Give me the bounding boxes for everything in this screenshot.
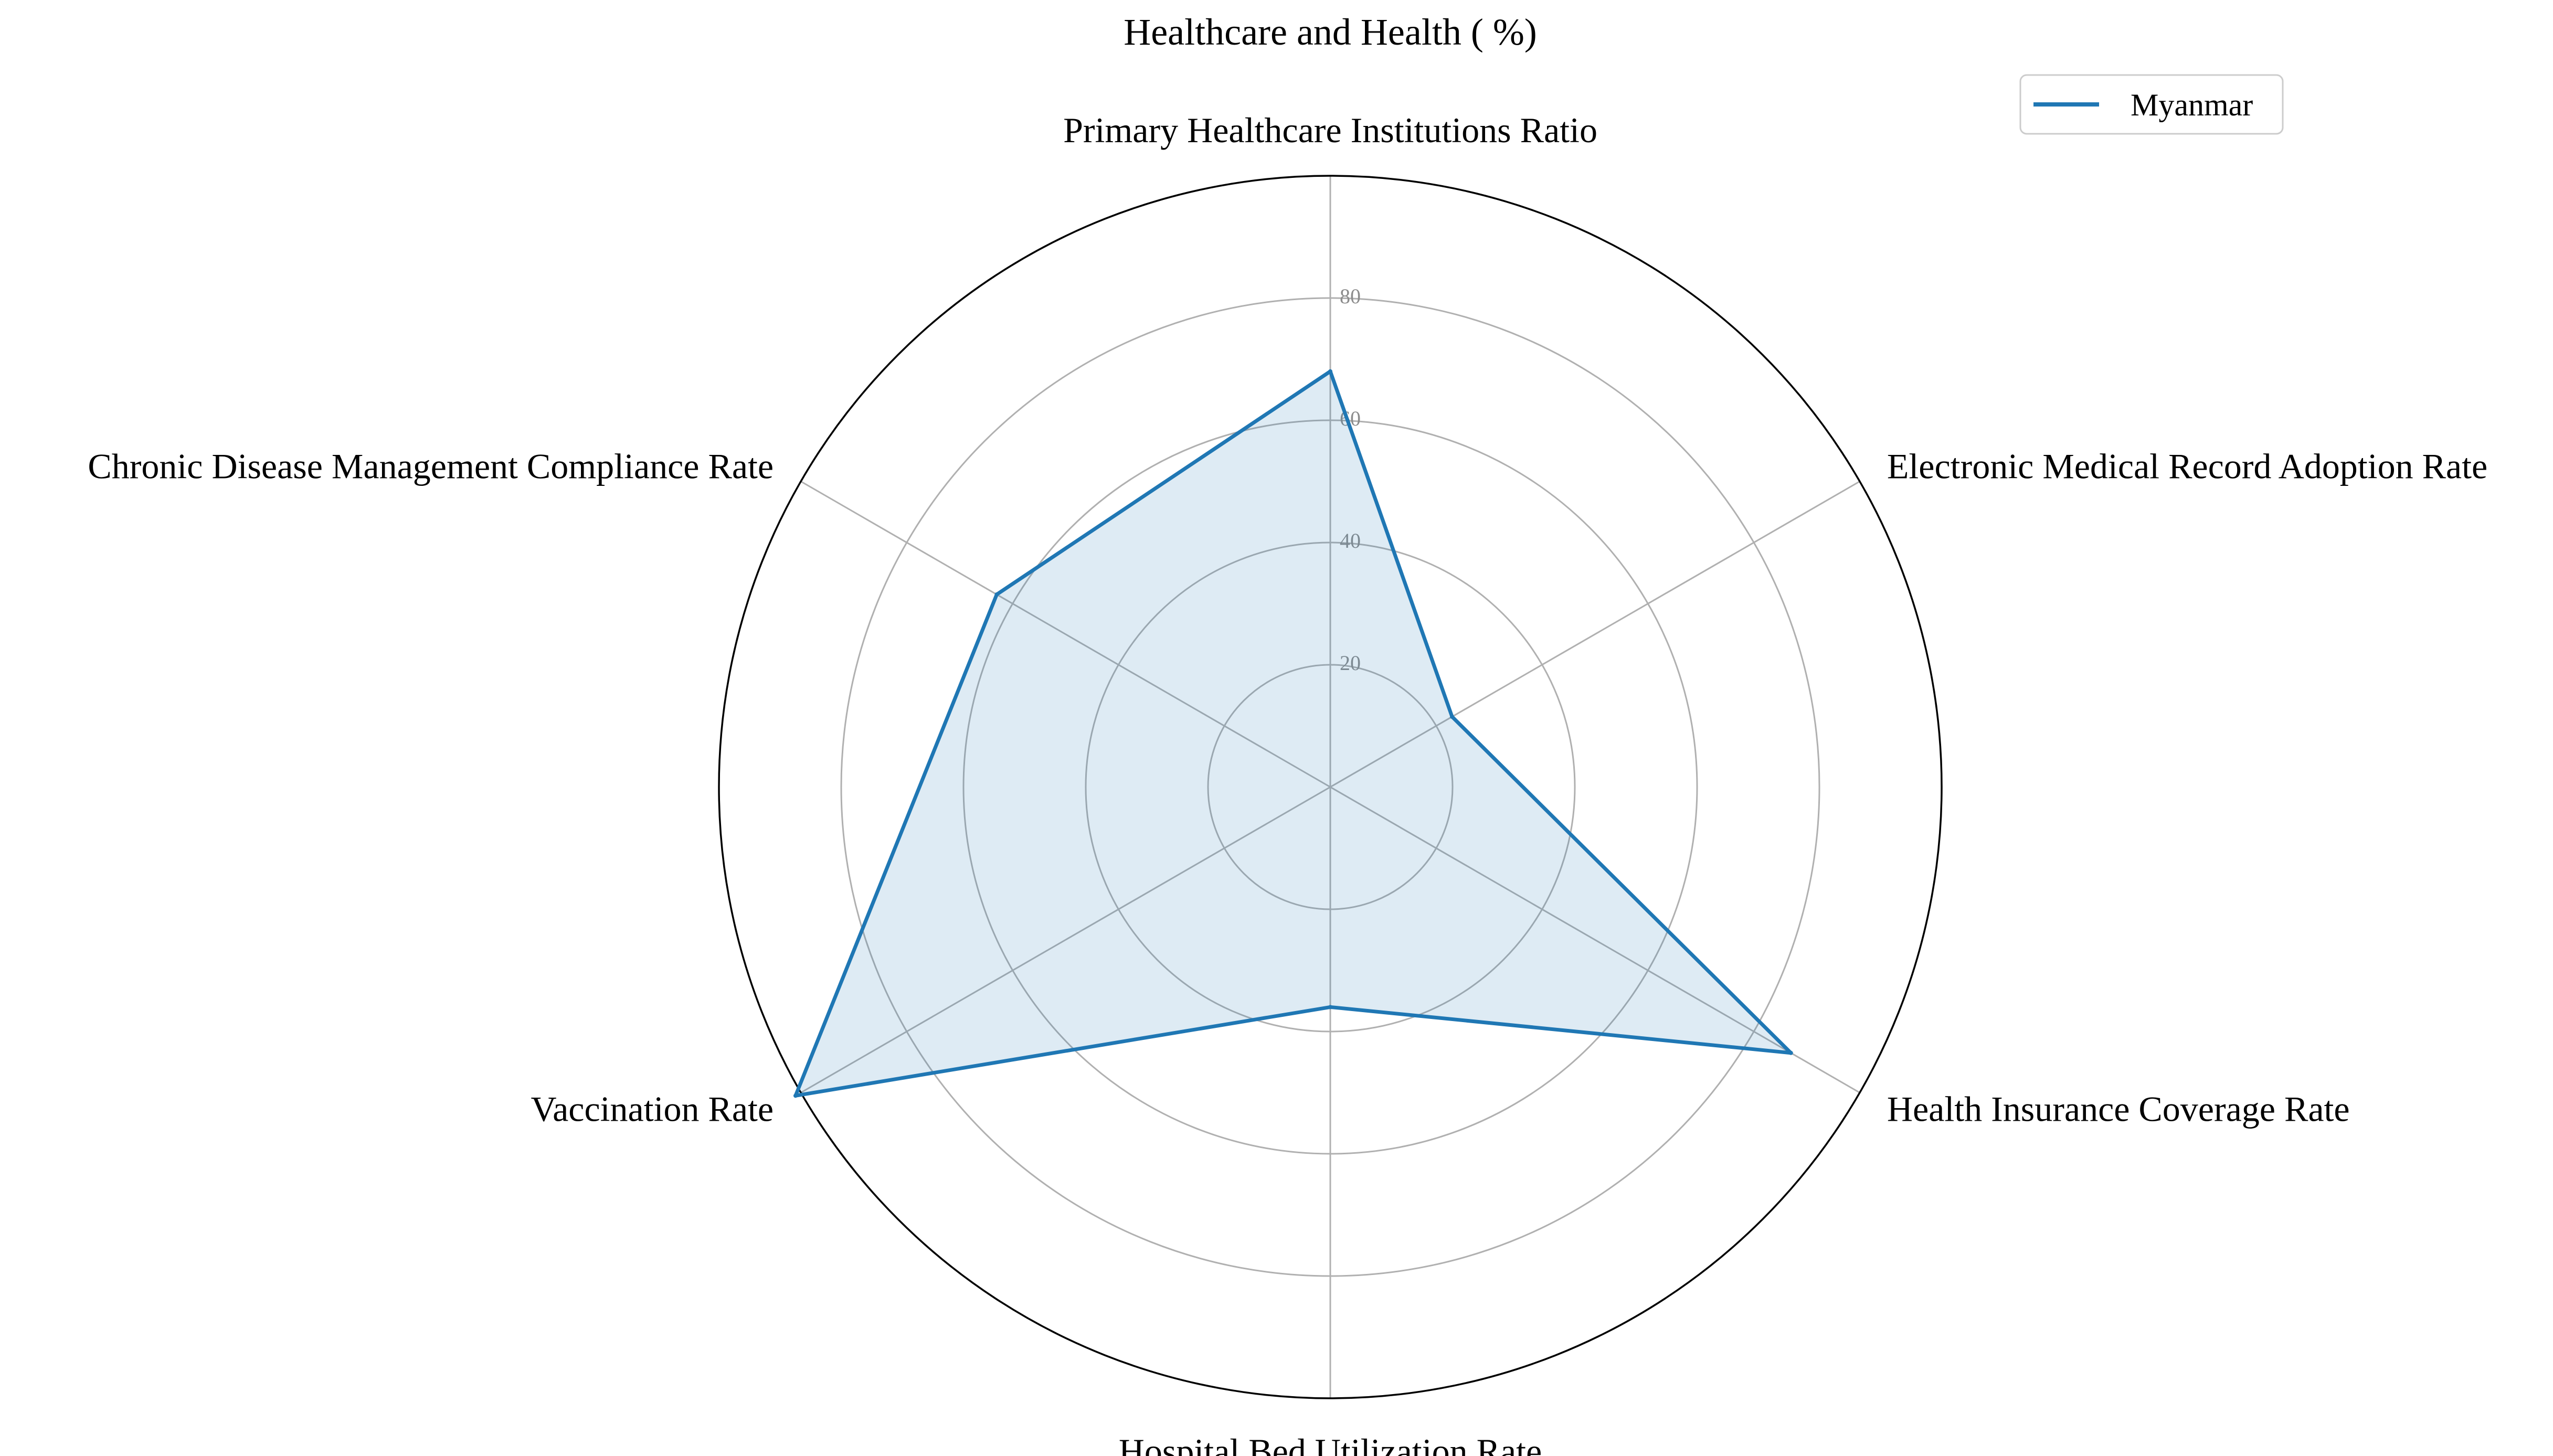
series-area-0 — [796, 371, 1791, 1096]
axis-label: Electronic Medical Record Adoption Rate — [1887, 447, 2487, 486]
axis-label: Chronic Disease Management Compliance Ra… — [88, 447, 774, 486]
data-point-4 — [793, 1093, 798, 1098]
legend-label-myanmar: Myanmar — [2131, 88, 2253, 122]
spoke-2 — [1330, 786, 1860, 1093]
radial-tick-label: 80 — [1340, 284, 1361, 308]
radar-series-layer — [793, 369, 1793, 1098]
legend: Myanmar — [2019, 74, 2284, 135]
spoke-4 — [800, 786, 1331, 1093]
data-point-5 — [994, 592, 999, 597]
axis-labels: Primary Healthcare Institutions Ratio Ele… — [88, 110, 2487, 1456]
axis-label: Primary Healthcare Institutions Ratio — [1063, 110, 1597, 150]
data-point-1 — [1450, 715, 1455, 719]
axis-label: Health Insurance Coverage Rate — [1887, 1089, 2350, 1129]
data-point-2 — [1788, 1050, 1793, 1055]
chart-title: Healthcare and Health ( %) — [1124, 11, 1537, 53]
outer-frame — [718, 175, 1943, 1399]
data-point-0 — [1328, 369, 1332, 374]
spoke-5 — [800, 481, 1331, 788]
data-point-3 — [1328, 1005, 1332, 1009]
axis-label: Vaccination Rate — [531, 1089, 774, 1129]
radial-tick-label: 20 — [1340, 651, 1361, 675]
axis-label: Hospital Bed Utilization Rate — [1119, 1431, 1542, 1456]
legend-frame — [2019, 74, 2284, 135]
radial-tick-label: 40 — [1340, 529, 1361, 552]
spoke-1 — [1330, 481, 1860, 788]
